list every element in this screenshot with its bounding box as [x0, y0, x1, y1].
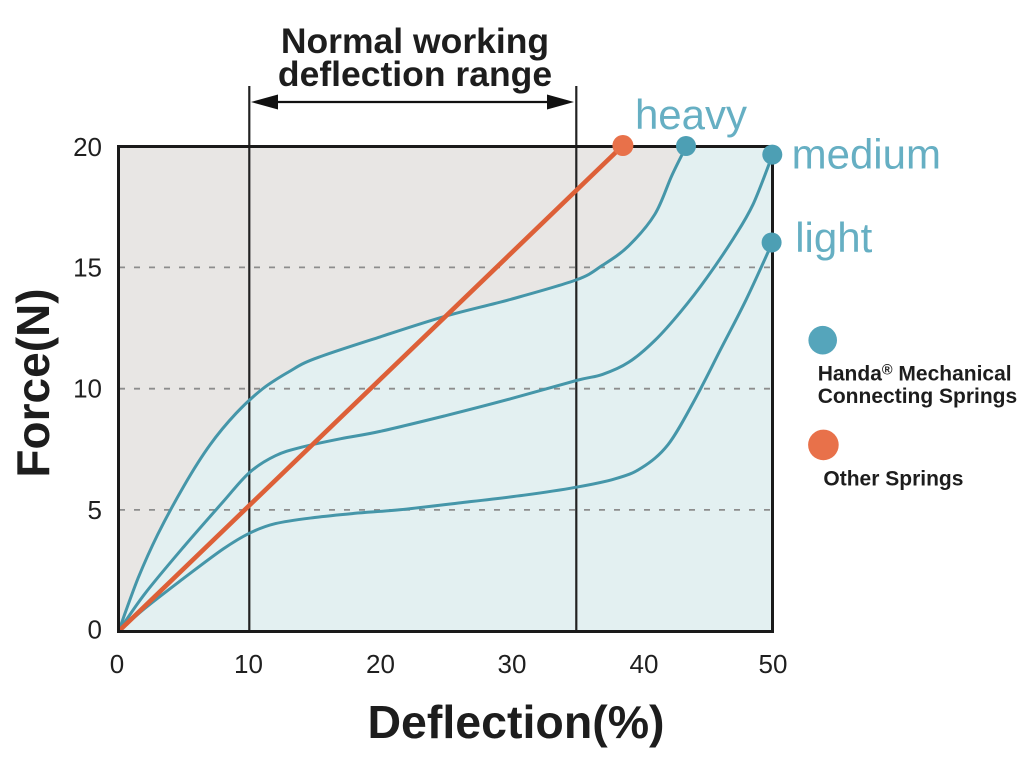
svg-text:15: 15	[73, 252, 102, 282]
svg-text:Other Springs: Other Springs	[823, 468, 963, 491]
svg-text:Connecting Springs: Connecting Springs	[818, 385, 1018, 408]
svg-text:20: 20	[73, 132, 102, 162]
svg-text:20: 20	[366, 649, 395, 679]
svg-text:Force(N): Force(N)	[7, 288, 59, 477]
svg-text:Normal working: Normal working	[281, 21, 549, 61]
svg-text:40: 40	[630, 649, 659, 679]
svg-text:Deflection(%): Deflection(%)	[367, 696, 664, 748]
svg-text:50: 50	[759, 649, 788, 679]
svg-text:light: light	[795, 214, 872, 261]
svg-text:Handa® Mechanical: Handa® Mechanical	[818, 363, 1012, 386]
svg-text:10: 10	[234, 649, 263, 679]
svg-text:5: 5	[88, 495, 102, 525]
svg-text:heavy: heavy	[635, 91, 747, 138]
svg-text:deflection range: deflection range	[278, 54, 552, 94]
svg-text:0: 0	[110, 649, 124, 679]
svg-text:0: 0	[88, 615, 102, 645]
svg-text:medium: medium	[792, 131, 941, 178]
svg-text:30: 30	[498, 649, 527, 679]
svg-text:10: 10	[73, 374, 102, 404]
